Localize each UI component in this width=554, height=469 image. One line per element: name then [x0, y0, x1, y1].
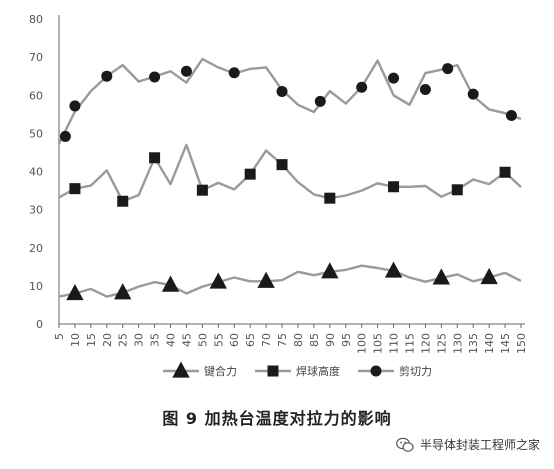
- legend-label: 剪切力: [399, 364, 432, 378]
- data-point-marker: [149, 71, 161, 83]
- data-point-marker: [59, 130, 71, 142]
- x-tick-label: 55: [212, 333, 225, 347]
- legend-swatch-marker: [267, 365, 279, 377]
- data-point-marker: [388, 72, 400, 84]
- chart-series: [57, 57, 522, 301]
- data-point-marker: [244, 168, 256, 180]
- x-tick-label: 110: [388, 333, 401, 354]
- x-tick-label: 120: [419, 333, 432, 354]
- series-line: [58, 264, 522, 298]
- x-tick-label: 140: [483, 333, 496, 354]
- x-tick-label: 85: [308, 333, 321, 347]
- legend-swatch-marker: [370, 365, 382, 377]
- data-point-marker: [356, 81, 368, 93]
- data-point-marker: [314, 95, 326, 107]
- y-tick-label: 40: [29, 166, 43, 179]
- data-point-marker: [467, 88, 479, 100]
- x-tick-label: 75: [276, 333, 289, 347]
- data-point-marker: [321, 262, 339, 279]
- y-tick-label: 70: [29, 51, 43, 64]
- x-tick-label: 105: [372, 333, 385, 354]
- legend-swatch-marker: [172, 361, 190, 378]
- chart-legend: 键合力 焊球高度 剪切力: [163, 361, 432, 378]
- data-point-marker: [432, 268, 451, 285]
- y-tick-label: 30: [29, 204, 43, 217]
- data-point-marker: [388, 181, 400, 193]
- x-tick-label: 80: [292, 333, 305, 347]
- data-point-marker: [442, 63, 454, 75]
- x-tick-label: 35: [149, 333, 162, 347]
- data-point-marker: [66, 283, 84, 301]
- y-tick-label: 60: [29, 89, 43, 102]
- y-tick-label: 10: [29, 280, 43, 293]
- y-tick-label: 0: [36, 318, 43, 331]
- series-line: [58, 143, 522, 203]
- x-tick-label: 95: [340, 333, 353, 347]
- y-tick-label: 80: [29, 13, 43, 26]
- x-tick-label: 145: [499, 333, 512, 354]
- data-point-marker: [324, 192, 336, 204]
- data-point-marker: [451, 184, 463, 196]
- data-point-marker: [480, 267, 498, 285]
- x-tick-label: 115: [403, 333, 416, 354]
- data-point-marker: [117, 195, 129, 207]
- data-point-marker: [499, 166, 511, 178]
- figure-caption: 图 9 加热台温度对拉力的影响: [162, 409, 392, 428]
- y-tick-label: 50: [29, 127, 43, 140]
- series-circle: [57, 57, 522, 145]
- data-point-marker: [180, 65, 192, 77]
- data-point-marker: [149, 152, 161, 164]
- wechat-icon: [396, 437, 414, 452]
- x-tick-label: 25: [117, 333, 130, 347]
- series-triangle: [58, 261, 522, 301]
- x-tick-label: 130: [451, 333, 464, 354]
- data-point-marker: [228, 67, 240, 79]
- watermark-text: 半导体封装工程师之家: [419, 438, 540, 452]
- data-point-marker: [419, 84, 431, 96]
- data-point-marker: [101, 70, 113, 82]
- x-tick-label: 10: [69, 333, 82, 347]
- x-tick-label: 150: [515, 333, 528, 354]
- legend-label: 焊球高度: [296, 364, 340, 378]
- x-tick-label: 50: [196, 333, 209, 347]
- data-point-marker: [209, 272, 227, 289]
- data-point-marker: [276, 159, 288, 171]
- x-tick-label: 15: [85, 333, 98, 347]
- x-tick-label: 20: [101, 333, 114, 347]
- series-square: [58, 143, 522, 207]
- watermark: 半导体封装工程师之家: [396, 436, 540, 453]
- data-point-marker: [196, 184, 208, 196]
- x-tick-label: 30: [133, 333, 146, 347]
- x-tick-label: 135: [467, 333, 480, 354]
- data-point-marker: [161, 275, 180, 292]
- x-tick-label: 45: [180, 333, 193, 347]
- x-tick-label: 100: [356, 333, 369, 354]
- y-tick-label: 20: [29, 242, 43, 255]
- data-point-marker: [276, 85, 288, 97]
- x-tick-label: 125: [435, 333, 448, 354]
- data-point-marker: [114, 283, 132, 300]
- x-tick-label: 70: [260, 333, 273, 347]
- data-point-marker: [69, 183, 81, 195]
- data-point-marker: [384, 261, 403, 278]
- legend-label: 键合力: [204, 364, 237, 378]
- x-tick-label: 65: [244, 333, 257, 347]
- x-tick-label: 90: [324, 333, 337, 347]
- x-tick-label: 40: [165, 333, 178, 347]
- data-point-marker: [505, 109, 517, 121]
- x-tick-label: 60: [228, 333, 241, 347]
- data-point-marker: [257, 271, 275, 288]
- x-tick-label: 5: [53, 333, 66, 340]
- data-point-marker: [69, 100, 81, 112]
